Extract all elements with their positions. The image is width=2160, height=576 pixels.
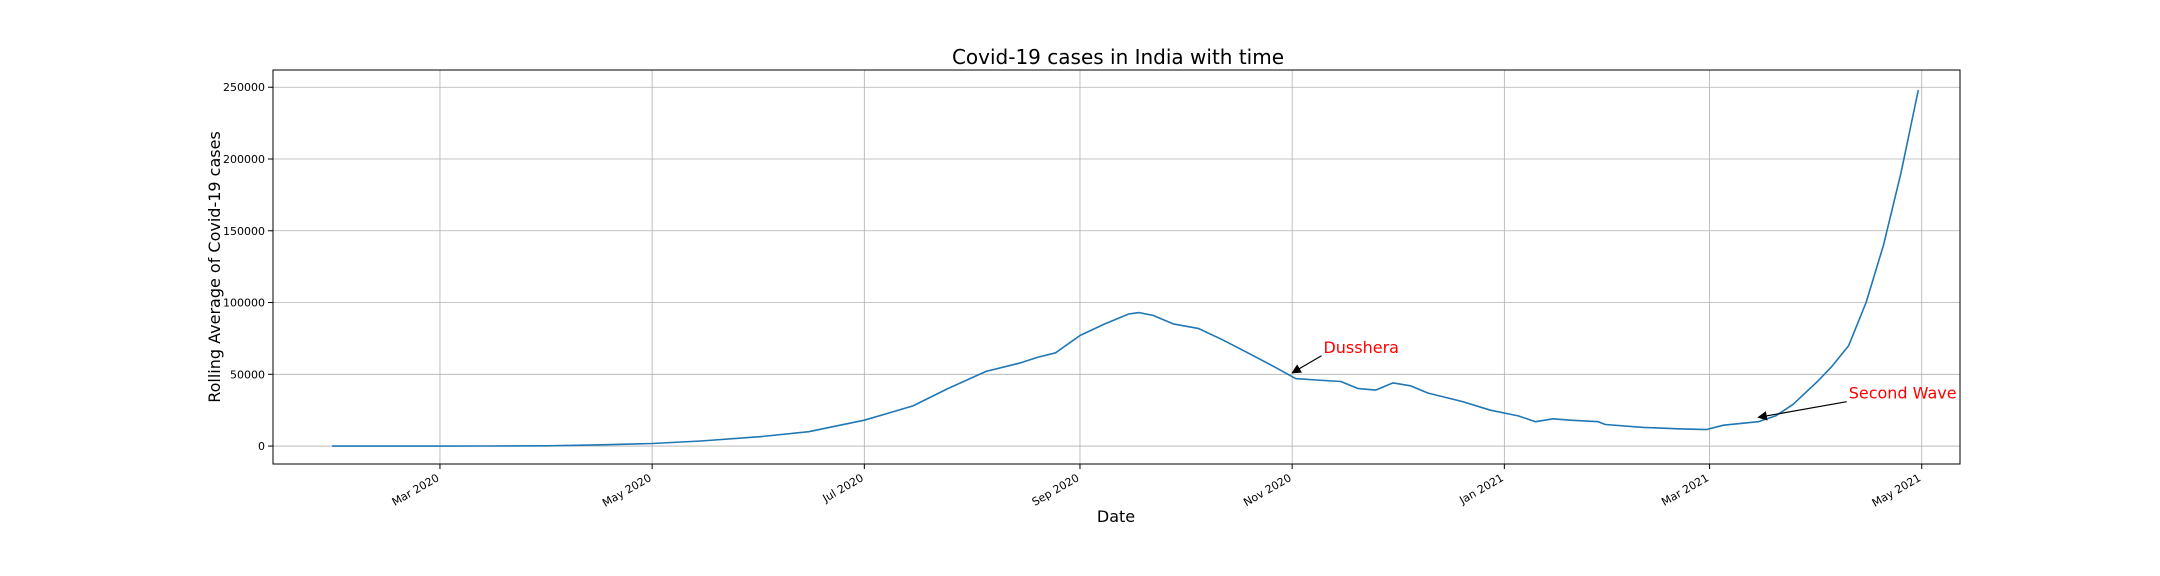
x-axis-label: Date	[1097, 507, 1135, 526]
x-tick-label: Jan 2021	[1457, 471, 1506, 507]
y-ticks: 0 50000 100000 150000 200000 250000	[223, 81, 273, 453]
chart-title: Covid-19 cases in India with time	[952, 45, 1284, 69]
grid	[273, 70, 1960, 464]
y-tick-label: 100000	[223, 297, 265, 310]
series-layer	[332, 89, 1920, 447]
x-tick-label: Nov 2020	[1241, 471, 1293, 509]
x-tick-label: Mar 2020	[390, 471, 442, 508]
x-tick-label: May 2021	[1870, 471, 1923, 509]
y-tick-label: 250000	[223, 81, 265, 94]
x-tick-label: Jul 2020	[820, 471, 866, 505]
x-ticks: Mar 2020 May 2020 Jul 2020 Sep 2020 Nov 2020…	[390, 464, 1923, 510]
y-tick-label: 50000	[230, 368, 265, 381]
x-tick-label: May 2020	[600, 471, 653, 509]
series-line	[332, 89, 1920, 447]
annotation-arrow	[1757, 401, 1847, 421]
y-tick-label: 0	[258, 440, 265, 453]
annotation-label: Second Wave	[1849, 384, 1957, 403]
annotations-layer: Dusshera Second Wave	[1291, 338, 1957, 421]
x-tick-label: Mar 2021	[1659, 471, 1711, 508]
plot-frame	[272, 69, 1961, 465]
y-tick-label: 150000	[223, 225, 265, 238]
annotation-label: Dusshera	[1323, 338, 1399, 357]
annotation-arrow	[1291, 355, 1322, 374]
y-axis-label: Rolling Average of Covid-19 cases	[205, 131, 224, 403]
x-tick-label: Sep 2020	[1030, 471, 1082, 508]
y-tick-label: 200000	[223, 153, 265, 166]
